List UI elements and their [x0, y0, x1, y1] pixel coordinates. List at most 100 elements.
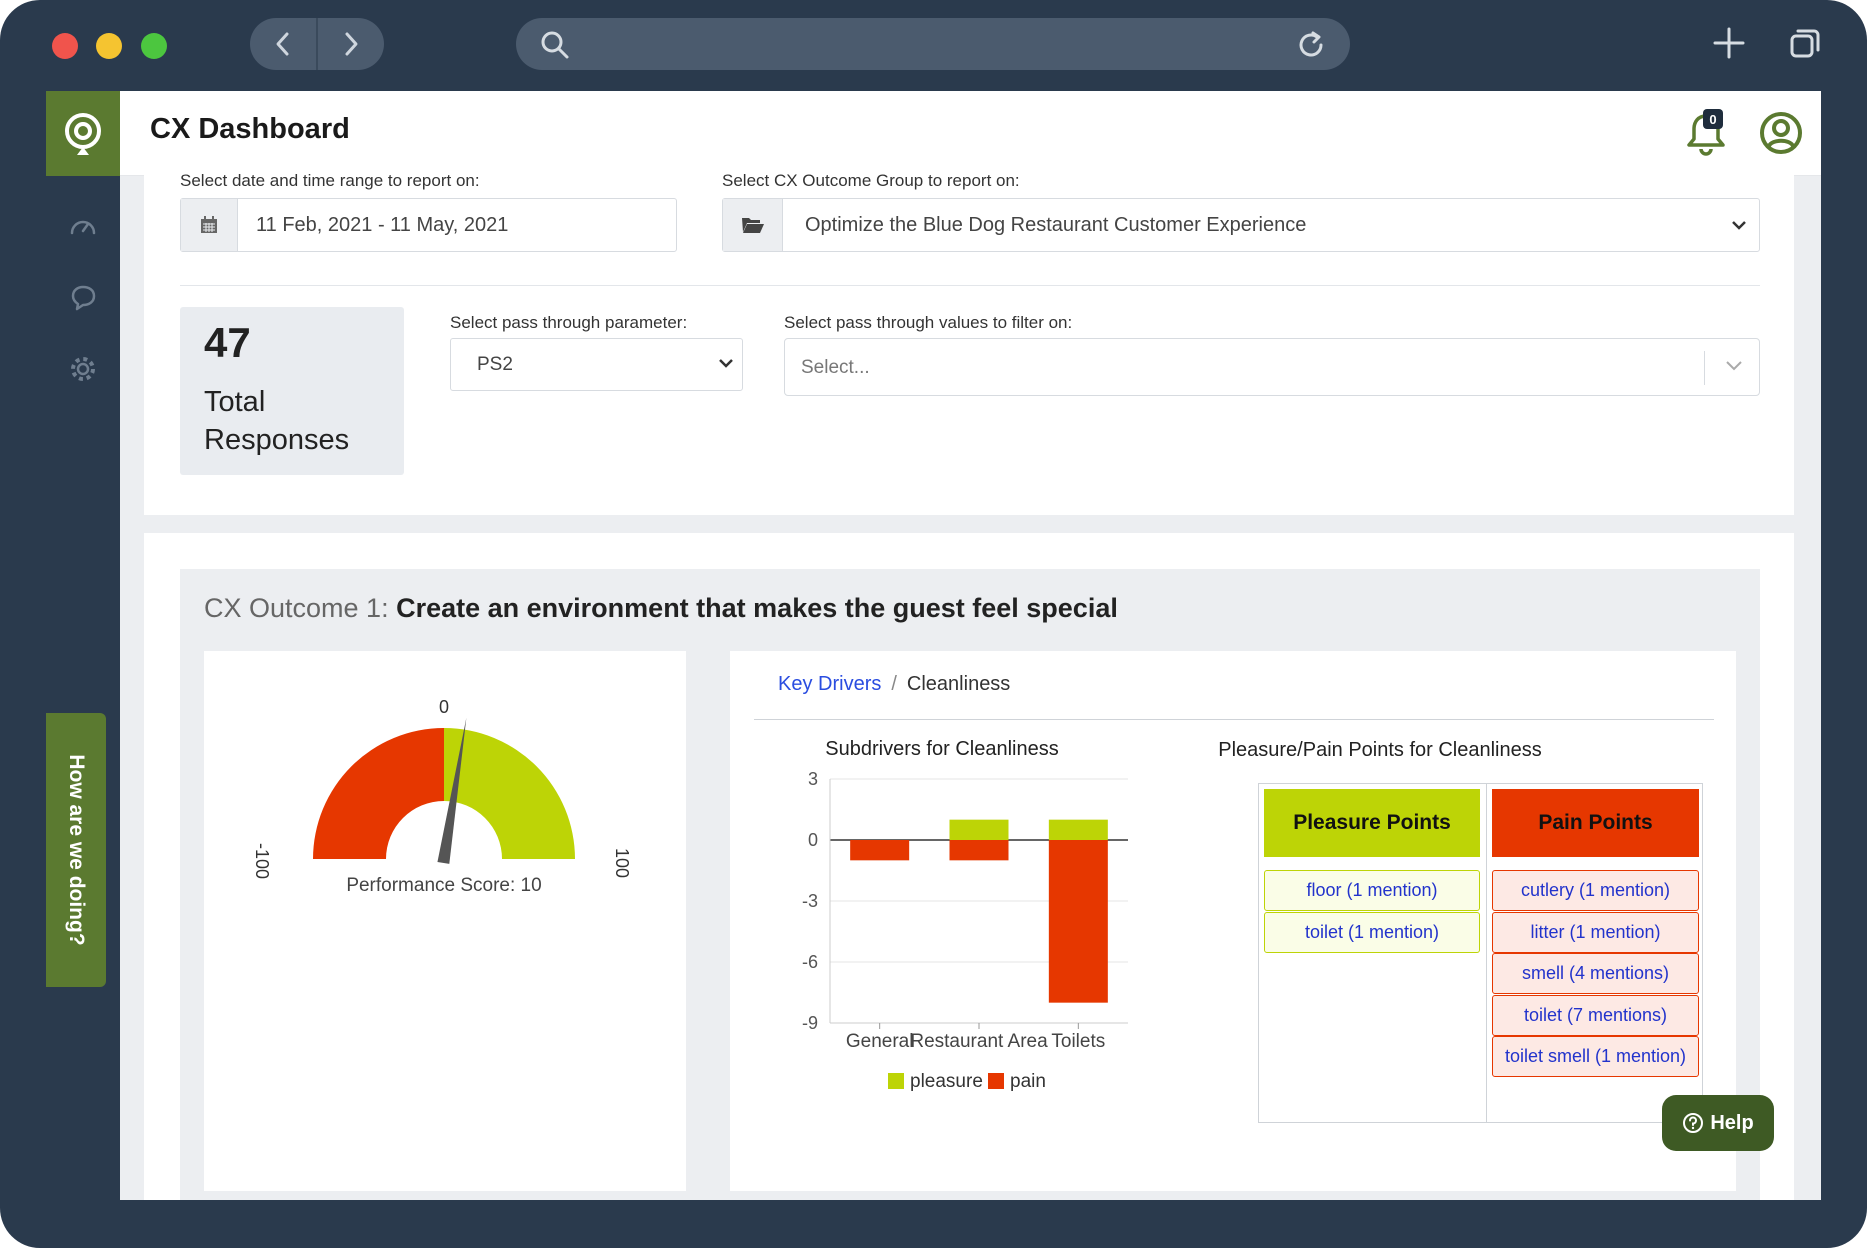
folder-addon — [723, 199, 783, 251]
feedback-tab[interactable]: How are we doing? — [46, 713, 106, 987]
key-drivers-panel: Key Drivers / Cleanliness Subdrivers for C… — [730, 651, 1736, 1191]
outcome-card: CX Outcome 1: Create an environment that… — [144, 533, 1794, 1200]
calendar-addon — [181, 199, 238, 251]
date-range-picker[interactable]: 11 Feb, 2021 - 11 May, 2021 — [180, 198, 677, 252]
gauge-min-label: -100 — [252, 843, 272, 879]
pass-param-value: PS2 — [477, 354, 513, 375]
dashboard-gauge-icon[interactable] — [68, 213, 98, 243]
settings-gear-icon[interactable] — [68, 354, 98, 384]
forward-button[interactable] — [316, 18, 384, 70]
select-separator — [1704, 351, 1705, 385]
pleasure-point-item[interactable]: toilet (1 mention) — [1264, 911, 1480, 953]
gauge-needle — [437, 717, 467, 864]
legend-label-pleasure[interactable]: pleasure — [910, 1071, 983, 1092]
feedback-tab-label: How are we doing? — [65, 754, 88, 946]
chat-icon[interactable] — [68, 283, 98, 313]
breadcrumb-current: Cleanliness — [906, 673, 1011, 695]
pain-point-item[interactable]: litter (1 mention) — [1492, 911, 1699, 953]
pass-param-select[interactable]: PS2 — [450, 338, 743, 391]
outcome-prefix: CX Outcome 1: — [204, 593, 389, 623]
chevron-right-icon — [345, 32, 358, 56]
pleasure-pain-title: Pleasure/Pain Points for Cleanliness — [1218, 739, 1542, 761]
legend-swatch-pleasure[interactable] — [888, 1073, 904, 1089]
gauge-positive-arc — [444, 728, 575, 859]
user-avatar-icon[interactable] — [1759, 111, 1803, 155]
maximize-window-button[interactable] — [141, 33, 167, 59]
y-tick-label: -3 — [802, 891, 818, 911]
outcome-heading: CX Outcome 1: Create an environment that… — [204, 593, 1118, 624]
gauge-negative-arc — [313, 728, 444, 859]
x-tick-label: General — [846, 1031, 914, 1052]
breadcrumb-separator: / — [891, 673, 897, 695]
performance-gauge-panel: 0 -100 100 Performance Score: 10 — [204, 651, 686, 1191]
y-tick-label: -6 — [802, 952, 818, 972]
pleasure-points-header: Pleasure Points — [1264, 789, 1480, 857]
x-tick-label: Toilets — [1051, 1031, 1105, 1052]
bar-pleasure[interactable] — [1048, 819, 1108, 840]
legend-label-pain[interactable]: pain — [1010, 1071, 1046, 1092]
help-button[interactable]: Help — [1662, 1095, 1774, 1151]
app-window: CX Dashboard 0 Select date and time rang… — [46, 91, 1821, 1200]
pain-point-item[interactable]: toilet (7 mentions) — [1492, 994, 1699, 1036]
y-tick-label: 3 — [808, 769, 818, 789]
gauge-zero-label: 0 — [439, 697, 449, 717]
minimize-window-button[interactable] — [96, 33, 122, 59]
pain-point-item[interactable]: toilet smell (1 mention) — [1492, 1036, 1699, 1077]
divider — [754, 719, 1714, 720]
reload-icon[interactable] — [1296, 30, 1326, 60]
address-bar[interactable] — [516, 18, 1350, 70]
bar-pain[interactable] — [850, 840, 910, 861]
new-tab-icon[interactable] — [1712, 26, 1746, 60]
total-responses-label: Total Responses — [204, 386, 350, 456]
pain-point-item[interactable]: cutlery (1 mention) — [1492, 870, 1699, 911]
top-bar: CX Dashboard 0 — [120, 91, 1821, 176]
pleasure-point-item[interactable]: floor (1 mention) — [1264, 870, 1480, 911]
bar-pain[interactable] — [949, 840, 1009, 861]
chevron-down-icon — [1726, 361, 1742, 371]
dropdown-chevron — [1719, 199, 1759, 251]
main-content: Select date and time range to report on:… — [120, 171, 1821, 1200]
pass-values-placeholder: Select... — [801, 357, 870, 378]
pass-values-select[interactable]: Select... — [784, 338, 1760, 396]
outcome-title: Create an environment that makes the gue… — [396, 593, 1118, 623]
side-navigation — [46, 91, 120, 1200]
x-tick-label: Restaurant Area — [910, 1031, 1048, 1052]
bar-pain[interactable] — [1048, 840, 1108, 1003]
pleasure-pain-table: Pleasure Points Pain Points floor (1 men… — [1258, 783, 1703, 1123]
subdrivers-bar-chart: Subdrivers for Cleanliness 3 0 -3 -6 -9 Gener… — [802, 738, 1128, 1092]
pass-values-label: Select pass through values to filter on: — [784, 313, 1073, 332]
y-tick-label: 0 — [808, 830, 818, 850]
gauge-max-label: 100 — [612, 848, 632, 878]
chart-bars — [850, 819, 1108, 1003]
search-icon — [541, 31, 569, 59]
chart-legend: pleasure pain — [888, 1071, 1046, 1092]
outcome-group-value: Optimize the Blue Dog Restaurant Custome… — [805, 214, 1307, 236]
outcome-group-select[interactable]: Optimize the Blue Dog Restaurant Custome… — [722, 198, 1760, 252]
chevron-left-icon — [276, 32, 289, 56]
app-logo[interactable] — [46, 91, 120, 176]
filter-panel: Select date and time range to report on:… — [144, 171, 1794, 515]
column-divider — [1486, 784, 1487, 1122]
performance-gauge: 0 -100 100 Performance Score: 10 — [252, 697, 632, 896]
divider — [180, 285, 1760, 286]
help-question-icon — [1683, 1113, 1704, 1133]
legend-swatch-pain[interactable] — [988, 1073, 1004, 1089]
chart-title: Subdrivers for Cleanliness — [825, 738, 1058, 760]
pain-point-item[interactable]: smell (4 mentions) — [1492, 953, 1699, 994]
page-title: CX Dashboard — [150, 113, 350, 145]
logo-icon — [65, 112, 101, 155]
folder-open-icon — [741, 218, 764, 233]
bar-pleasure[interactable] — [949, 819, 1009, 840]
breadcrumb: Key Drivers / Cleanliness — [778, 673, 1010, 696]
gauge-score-label: Performance Score: 10 — [346, 875, 541, 896]
breadcrumb-key-drivers-link[interactable]: Key Drivers — [778, 673, 882, 695]
date-range-value: 11 Feb, 2021 - 11 May, 2021 — [256, 214, 509, 236]
back-button[interactable] — [250, 18, 316, 70]
tabs-overview-icon[interactable] — [1788, 26, 1822, 60]
date-range-label: Select date and time range to report on: — [180, 171, 480, 190]
pass-param-label: Select pass through parameter: — [450, 313, 688, 332]
close-window-button[interactable] — [52, 33, 78, 59]
total-responses-count: 47 — [204, 319, 251, 366]
y-tick-label: -9 — [802, 1013, 818, 1033]
